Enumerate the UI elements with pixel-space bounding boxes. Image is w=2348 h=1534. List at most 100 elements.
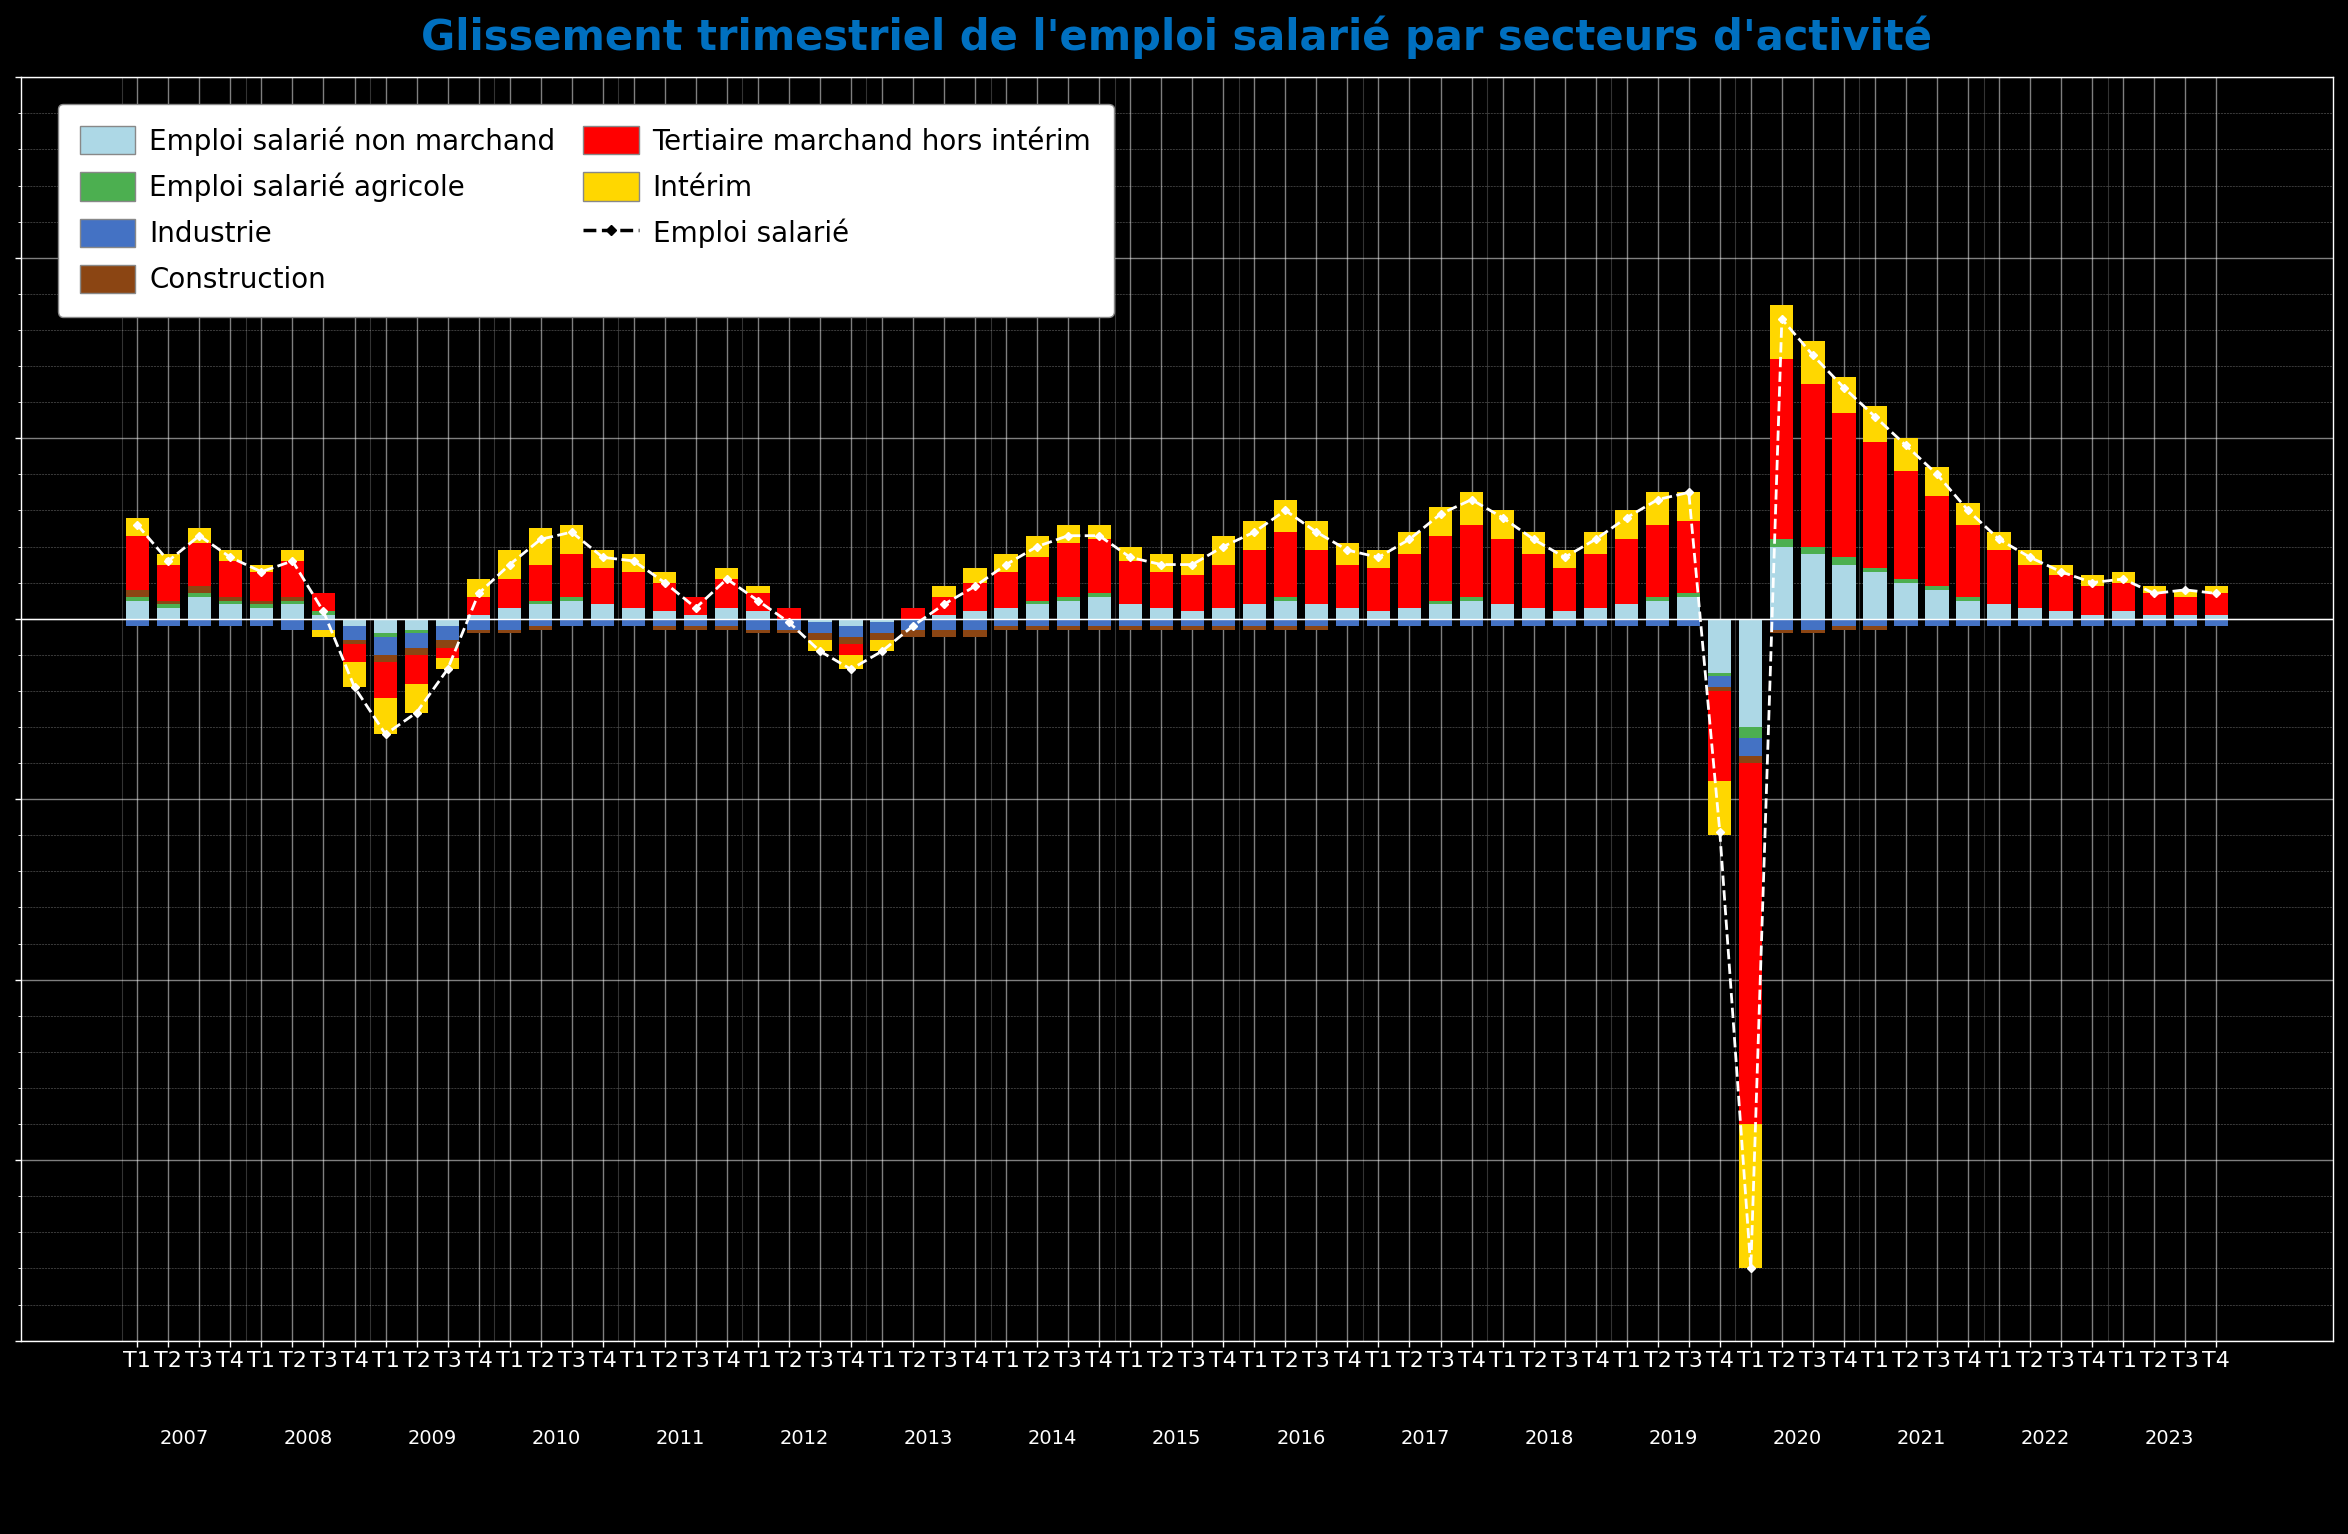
Bar <box>2205 594 2228 615</box>
Bar <box>1460 618 1484 626</box>
Bar <box>1801 554 1824 618</box>
Bar <box>1242 551 1266 604</box>
Bar <box>1212 535 1235 565</box>
Bar <box>1460 601 1484 618</box>
Bar <box>1367 612 1390 618</box>
Bar <box>1273 500 1296 532</box>
Bar <box>902 629 925 637</box>
Bar <box>437 640 460 647</box>
Bar <box>1057 618 1080 626</box>
Bar <box>1707 673 1730 676</box>
Bar <box>777 607 801 618</box>
Bar <box>249 565 272 572</box>
Bar <box>592 568 615 604</box>
Text: 2012: 2012 <box>780 1430 829 1448</box>
Bar <box>2050 565 2073 575</box>
Text: 2016: 2016 <box>1277 1430 1327 1448</box>
Text: 2013: 2013 <box>904 1430 953 1448</box>
Bar <box>2111 583 2134 612</box>
Bar <box>1151 554 1174 572</box>
Bar <box>1831 626 1855 629</box>
Bar <box>1925 468 1949 495</box>
Bar <box>1864 618 1885 626</box>
Bar <box>343 640 366 644</box>
Bar <box>1707 618 1730 673</box>
Bar <box>2111 618 2134 626</box>
Bar <box>404 629 427 634</box>
Bar <box>932 615 956 618</box>
Bar <box>1585 618 1608 626</box>
Bar <box>218 618 242 626</box>
Bar <box>1026 557 1050 601</box>
Text: 2010: 2010 <box>531 1430 580 1448</box>
Bar <box>2080 586 2104 615</box>
Bar <box>1740 756 1763 762</box>
Bar <box>343 626 366 640</box>
Bar <box>2050 575 2073 612</box>
Bar <box>561 618 582 626</box>
Bar <box>1831 565 1855 618</box>
Bar <box>2111 572 2134 583</box>
Bar <box>1367 568 1390 612</box>
Bar <box>1831 377 1855 413</box>
Text: 2023: 2023 <box>2146 1430 2195 1448</box>
Bar <box>127 618 148 626</box>
Bar <box>218 597 242 601</box>
Bar <box>1087 597 1111 618</box>
Bar <box>747 586 770 594</box>
Bar <box>282 601 305 604</box>
Bar <box>1646 525 1669 597</box>
Bar <box>2205 615 2228 618</box>
Bar <box>592 604 615 618</box>
Bar <box>902 618 925 629</box>
Bar <box>373 655 397 663</box>
Bar <box>467 615 491 618</box>
Bar <box>218 561 242 597</box>
Bar <box>1801 341 1824 384</box>
Bar <box>871 618 895 623</box>
Bar <box>622 572 646 607</box>
Bar <box>1895 439 1918 471</box>
Bar <box>1831 557 1855 565</box>
Bar <box>1305 522 1329 551</box>
Bar <box>1212 626 1235 629</box>
Bar <box>1585 532 1608 554</box>
Text: 2021: 2021 <box>1897 1430 1946 1448</box>
Bar <box>1552 612 1576 618</box>
Bar <box>528 626 552 629</box>
Bar <box>282 551 305 561</box>
Bar <box>249 601 272 604</box>
Bar <box>312 618 336 629</box>
Bar <box>716 607 740 618</box>
Text: 2011: 2011 <box>655 1430 704 1448</box>
Bar <box>1615 540 1639 604</box>
Bar <box>1925 591 1949 618</box>
Bar <box>1956 618 1979 626</box>
Bar <box>996 554 1017 572</box>
Bar <box>2080 618 2104 626</box>
Bar <box>373 634 397 637</box>
Bar <box>871 640 895 652</box>
Bar <box>1956 503 1979 525</box>
Bar <box>498 551 521 578</box>
Bar <box>871 634 895 640</box>
Bar <box>747 612 770 618</box>
Bar <box>1336 618 1359 626</box>
Bar <box>282 597 305 601</box>
Bar <box>1087 618 1111 626</box>
Bar <box>249 604 272 607</box>
Bar <box>808 623 831 634</box>
Bar <box>963 583 986 612</box>
Bar <box>1707 781 1730 836</box>
Bar <box>871 623 895 634</box>
Bar <box>1956 597 1979 601</box>
Bar <box>1895 583 1918 618</box>
Bar <box>838 626 862 637</box>
Bar <box>1026 601 1050 604</box>
Bar <box>404 684 427 713</box>
Bar <box>1740 738 1763 756</box>
Bar <box>1801 546 1824 554</box>
Bar <box>1242 604 1266 618</box>
Bar <box>127 591 148 597</box>
Bar <box>1430 618 1451 626</box>
